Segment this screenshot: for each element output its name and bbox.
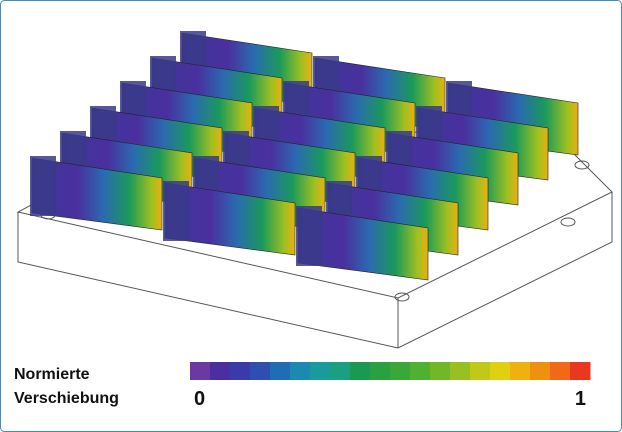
colorbar-min-label: 0 xyxy=(194,388,205,410)
colorbar-segment xyxy=(230,362,251,380)
colorbar-segment xyxy=(450,362,471,380)
blade-root xyxy=(296,206,322,266)
colorbar-segment xyxy=(530,362,551,380)
colorbar-segment xyxy=(490,362,511,380)
colorbar-segment xyxy=(330,362,351,380)
colorbar-segment xyxy=(250,362,271,380)
blade-root xyxy=(163,181,189,241)
figure: Normierte Verschiebung 0 1 xyxy=(0,0,622,432)
colorbar-segment xyxy=(510,362,531,380)
legend-title: Normierte xyxy=(14,366,90,383)
colorbar-segment xyxy=(370,362,391,380)
colorbar-segment xyxy=(350,362,371,380)
blade-root xyxy=(30,156,56,216)
colorbar-segment xyxy=(310,362,331,380)
colorbar-segment xyxy=(210,362,231,380)
colorbar-segment xyxy=(410,362,431,380)
colorbar-segment xyxy=(270,362,291,380)
colorbar-max-label: 1 xyxy=(575,388,586,410)
colorbar-segment xyxy=(190,362,211,380)
colorbar-segment xyxy=(290,362,311,380)
figure-canvas: Normierte Verschiebung 0 1 xyxy=(0,0,622,432)
colorbar-segment xyxy=(470,362,491,380)
colorbar-segment xyxy=(390,362,411,380)
colorbar-segment xyxy=(430,362,451,380)
colorbar-segment xyxy=(570,362,591,380)
colorbar-segment xyxy=(550,362,571,380)
legend-title: Verschiebung xyxy=(14,390,119,407)
